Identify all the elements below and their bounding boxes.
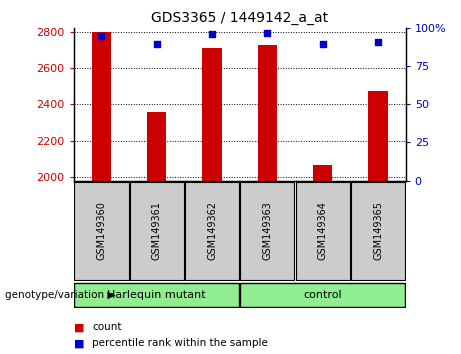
Text: ■: ■ (74, 338, 84, 348)
Text: percentile rank within the sample: percentile rank within the sample (92, 338, 268, 348)
Bar (368, 91, 388, 181)
Text: GSM149362: GSM149362 (207, 201, 217, 261)
FancyBboxPatch shape (351, 182, 405, 280)
Bar (92, 32, 111, 181)
Point (264, 30, 271, 36)
Text: GSM149364: GSM149364 (318, 201, 328, 261)
FancyBboxPatch shape (130, 182, 184, 280)
Text: GSM149363: GSM149363 (262, 201, 272, 261)
Point (319, 41, 326, 46)
Bar (258, 45, 277, 181)
FancyBboxPatch shape (74, 182, 129, 280)
Bar (202, 48, 222, 181)
Bar (313, 165, 332, 181)
Point (374, 39, 382, 45)
Point (208, 32, 216, 37)
Text: count: count (92, 322, 122, 332)
Text: GSM149360: GSM149360 (96, 201, 106, 261)
Text: ■: ■ (74, 322, 84, 332)
Bar (147, 112, 166, 181)
FancyBboxPatch shape (240, 182, 295, 280)
Text: GSM149361: GSM149361 (152, 201, 162, 261)
Text: Harlequin mutant: Harlequin mutant (107, 290, 206, 300)
FancyBboxPatch shape (74, 283, 239, 307)
FancyBboxPatch shape (185, 182, 239, 280)
Text: GSM149365: GSM149365 (373, 201, 383, 261)
FancyBboxPatch shape (240, 283, 405, 307)
Text: genotype/variation ▶: genotype/variation ▶ (5, 290, 115, 300)
Point (153, 41, 160, 46)
FancyBboxPatch shape (296, 182, 350, 280)
Title: GDS3365 / 1449142_a_at: GDS3365 / 1449142_a_at (151, 11, 328, 24)
Text: control: control (303, 290, 342, 300)
Point (98, 33, 105, 39)
